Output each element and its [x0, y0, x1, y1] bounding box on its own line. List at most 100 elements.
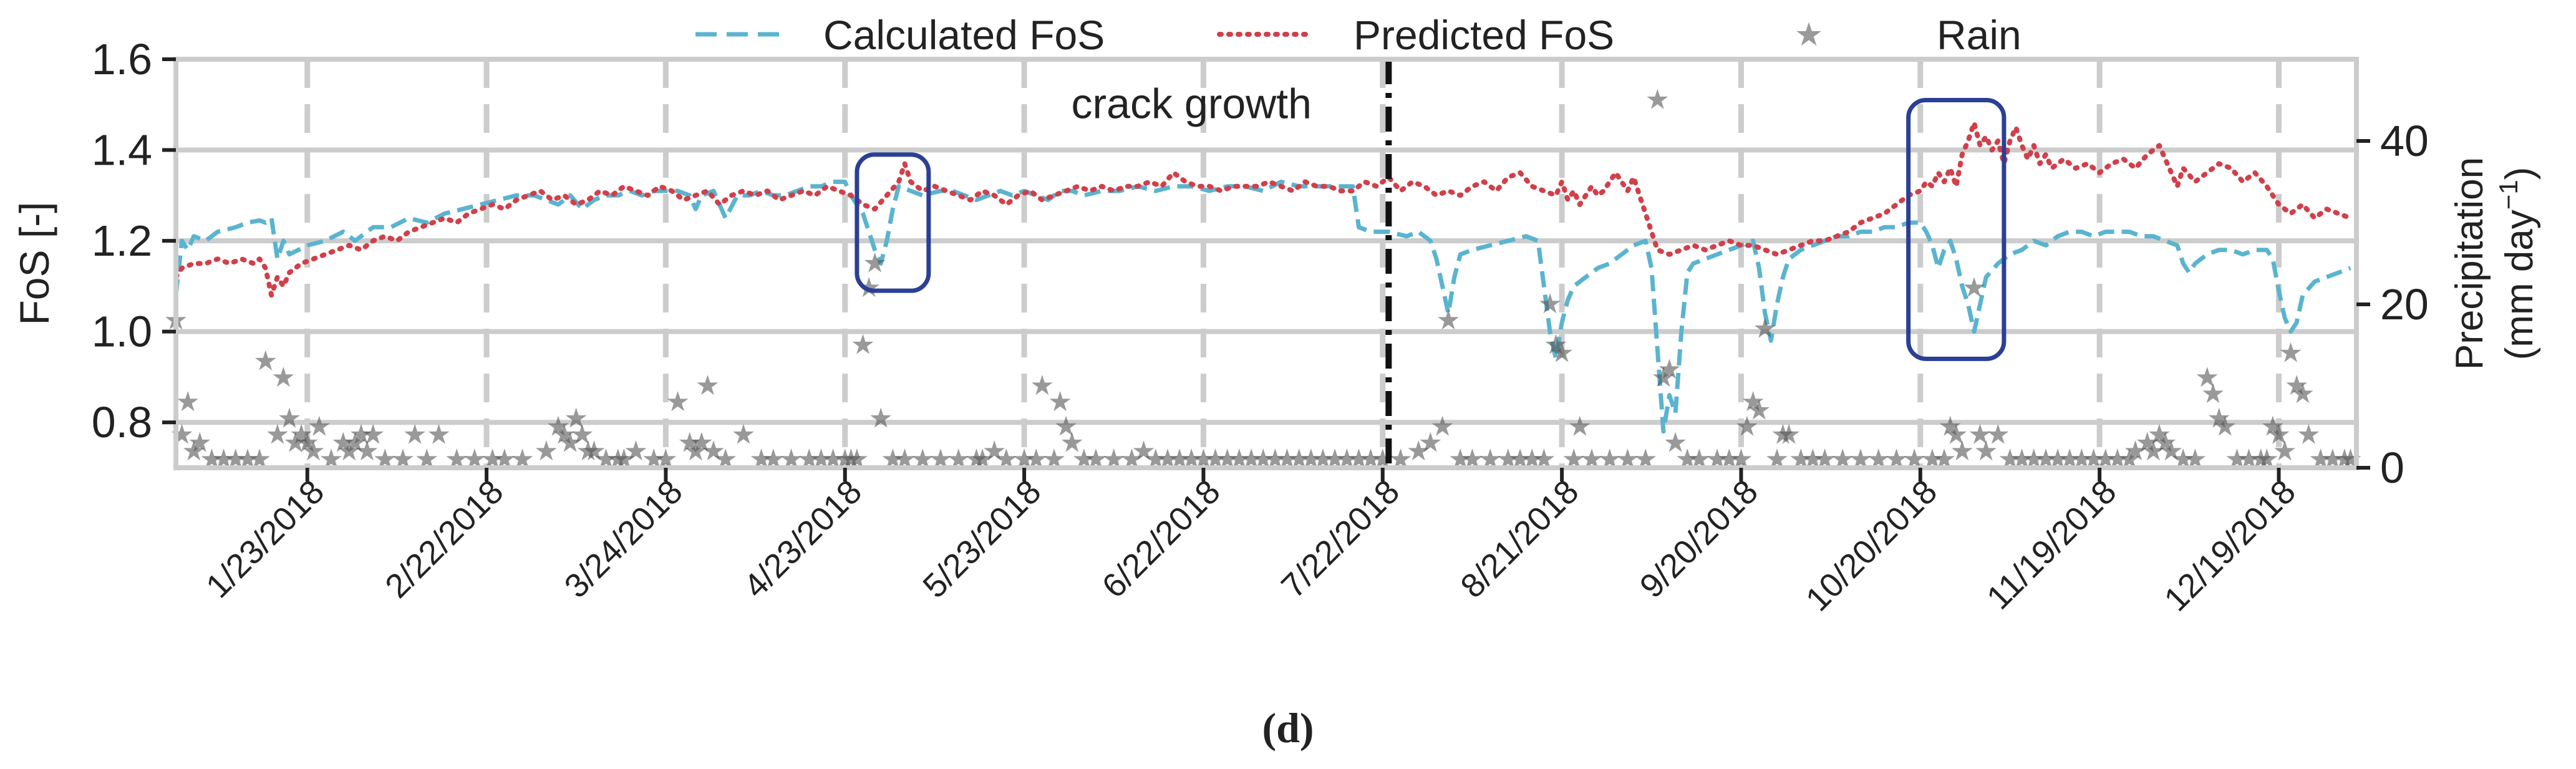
rain-marker: ★: [355, 435, 379, 467]
y-left-tick-label: 1.4: [92, 126, 152, 175]
rain-marker: ★: [666, 386, 690, 418]
rain-marker: ★: [1537, 288, 1562, 320]
rain-marker: ★: [677, 427, 702, 459]
x-tick-label: 6/22/2018: [1095, 473, 1227, 605]
rain-marker: ★: [1944, 419, 1968, 451]
rain-marker: ★: [2290, 378, 2315, 410]
rain-marker: ★: [1962, 272, 1986, 304]
rain-marker: ★: [349, 419, 373, 451]
rain-marker: ★: [576, 435, 600, 467]
rain-marker: ★: [695, 370, 720, 402]
rain-marker: ★: [182, 435, 206, 467]
rain-marker: ★: [1645, 84, 1670, 116]
legend-label-predicted: Predicted FoS: [1353, 12, 1614, 58]
rain-marker: ★: [1567, 411, 1592, 443]
y-right-tick-label: 40: [2380, 117, 2429, 165]
rain-marker: ★: [1771, 419, 1795, 451]
rain-marker: ★: [1968, 419, 1992, 451]
rain-marker: ★: [1938, 411, 1962, 443]
x-tick-label: 5/23/2018: [916, 473, 1048, 605]
legend-label-rain: Rain: [1937, 12, 2022, 58]
rain-marker: ★: [2183, 443, 2207, 475]
rain-marker: ★: [510, 443, 535, 475]
x-tick-label: 7/22/2018: [1274, 473, 1407, 605]
rain-marker: ★: [534, 435, 558, 467]
rain-marker: ★: [1776, 419, 1801, 451]
highlight-box: [1906, 98, 2007, 361]
rain-marker: ★: [253, 346, 278, 377]
y-right-tick-label: 20: [2380, 280, 2429, 329]
y-right-label-superscript: −1: [2494, 180, 2523, 210]
rain-marker: ★: [2278, 337, 2303, 369]
rain-marker: ★: [2284, 370, 2308, 402]
rain-markers: ★★★★★★★★★★★★★★★★★★★★★★★★★★★★★★★★★★★★★★★★…: [163, 84, 2363, 475]
rain-marker: ★: [684, 435, 708, 467]
rain-marker: ★: [1407, 435, 1431, 467]
rain-marker: ★: [564, 402, 588, 434]
rain-marker: ★: [2338, 443, 2363, 475]
predicted-fos-line: [173, 120, 2353, 298]
figure-caption: (d): [1262, 704, 1314, 752]
rain-marker: ★: [2207, 402, 2231, 434]
x-tick-label: 2/22/2018: [378, 473, 510, 605]
rain-marker: ★: [402, 419, 427, 451]
rain-marker: ★: [582, 435, 606, 467]
rain-marker: ★: [337, 435, 361, 467]
rain-marker: ★: [552, 419, 576, 451]
rain-marker: ★: [701, 435, 725, 467]
rain-marker: ★: [1663, 427, 1687, 459]
rain-marker: ★: [427, 419, 451, 451]
y-right-label-close: ): [2498, 167, 2541, 180]
rain-marker: ★: [1741, 386, 1765, 418]
y-right-axis-label-line1: Precipitation: [2448, 157, 2491, 370]
rain-marker: ★: [277, 402, 301, 434]
calculated-fos-line: [173, 180, 2351, 434]
rain-marker: ★: [361, 419, 385, 451]
rain-marker: ★: [689, 427, 714, 459]
y-left-axis-label: FoS [-]: [11, 201, 57, 325]
rain-marker: ★: [2267, 419, 2291, 451]
y-right-label-unit: (mm day: [2498, 210, 2541, 360]
rain-marker: ★: [1532, 443, 1556, 475]
x-tick-label: 3/24/2018: [558, 473, 690, 605]
rain-marker: ★: [2141, 435, 2166, 467]
rain-marker: ★: [1735, 411, 1759, 443]
rain-marker: ★: [1746, 394, 1771, 426]
rain-marker: ★: [271, 362, 296, 394]
rain-marker: ★: [265, 419, 289, 451]
plot-frame: [173, 57, 2359, 470]
y-right-tick-label: 0: [2380, 443, 2404, 492]
rain-marker: ★: [188, 427, 212, 459]
rain-marker: ★: [343, 427, 367, 459]
rain-marker: ★: [1060, 427, 1084, 459]
rain-marker: ★: [175, 386, 200, 418]
x-tick-label: 1/23/2018: [199, 473, 331, 605]
rain-marker: ★: [851, 329, 875, 361]
legend-label-calculated: Calculated FoS: [823, 12, 1105, 58]
x-tick-label: 11/19/2018: [1980, 473, 2124, 617]
data-layer: ★★★★★★★★★★★★★★★★★★★★★★★★★★★★★★★★★★★★★★★★…: [163, 84, 2363, 475]
rain-marker: ★: [570, 419, 594, 451]
rain-marker: ★: [1430, 411, 1455, 443]
rain-marker: ★: [1418, 427, 1443, 459]
rain-marker: ★: [301, 435, 326, 467]
x-tick-label: 10/20/2018: [1799, 473, 1945, 619]
rain-marker: ★: [2123, 435, 2147, 467]
y-left-tick-label: 1.0: [92, 307, 152, 356]
rain-marker: ★: [289, 419, 313, 451]
rain-marker: ★: [2272, 435, 2297, 467]
crack-growth-label: crack growth: [1072, 80, 1312, 128]
rain-marker: ★: [1131, 435, 1156, 467]
legend-swatch-rain: ★: [1794, 16, 1824, 54]
highlight-box: [855, 152, 931, 293]
rain-marker: ★: [2297, 419, 2321, 451]
rain-marker: ★: [295, 427, 319, 459]
rain-marker: ★: [2153, 427, 2177, 459]
rain-marker: ★: [283, 427, 307, 459]
rain-marker: ★: [1048, 386, 1072, 418]
rain-marker: ★: [2195, 362, 2219, 394]
rain-marker: ★: [2135, 427, 2159, 459]
x-tick-label: 4/23/2018: [737, 473, 869, 605]
rain-marker: ★: [1651, 362, 1675, 394]
